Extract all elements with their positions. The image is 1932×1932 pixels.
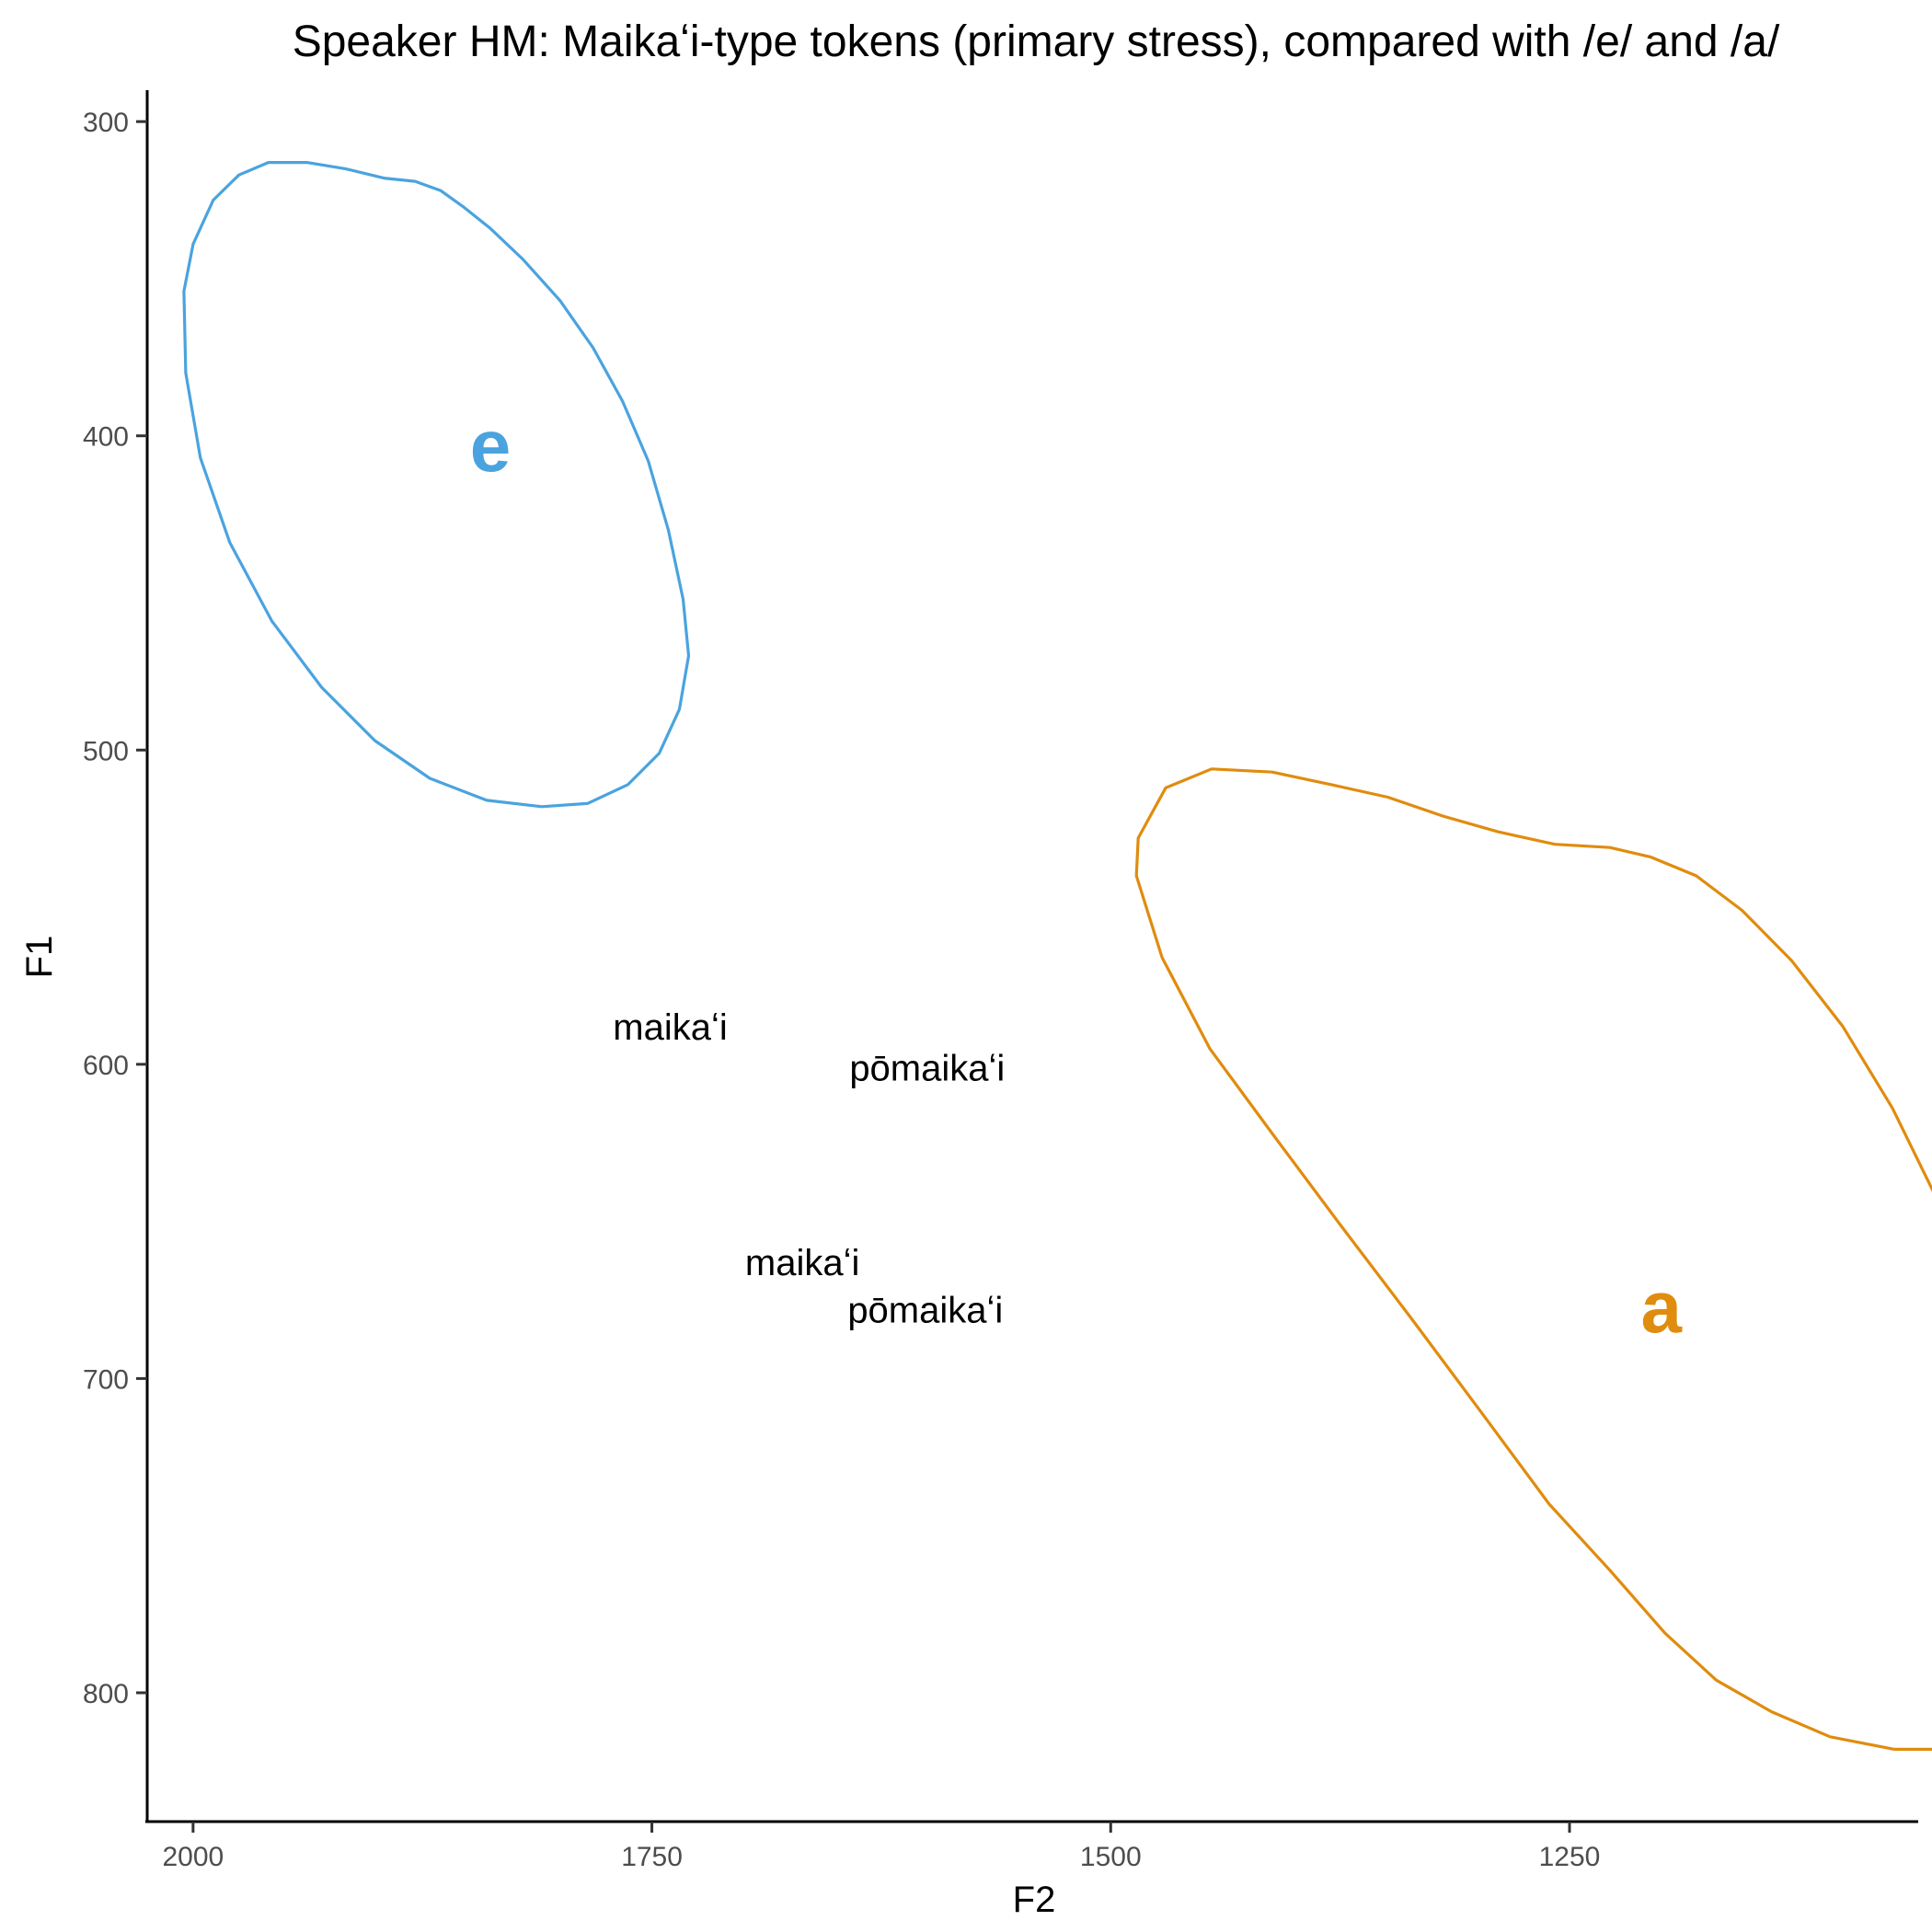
- y-tick-label: 500: [83, 736, 129, 766]
- vowel-label-a: a: [1640, 1266, 1682, 1348]
- x-tick-label: 1750: [621, 1842, 683, 1872]
- x-axis-ticks: 2000 1750 1500 1250: [162, 1822, 1600, 1872]
- vowel-label-e: e: [470, 405, 512, 487]
- y-tick-label: 800: [83, 1679, 129, 1709]
- token-label: maikaʻi: [745, 1243, 859, 1283]
- vowel-ellipse-a: [1134, 767, 1932, 1752]
- token-label: maikaʻi: [613, 1007, 727, 1048]
- x-tick-label: 1500: [1080, 1842, 1142, 1872]
- y-tick-label: 300: [83, 108, 129, 138]
- x-axis-title: F2: [1013, 1880, 1056, 1920]
- x-tick-label: 1250: [1539, 1842, 1601, 1872]
- y-tick-label: 700: [83, 1364, 129, 1395]
- y-tick-label: 400: [83, 422, 129, 453]
- token-label: pōmaikaʻi: [847, 1290, 1003, 1330]
- plot-area: e a maikaʻi pōmaikaʻi maikaʻi pōmaikaʻi: [182, 161, 1932, 1752]
- y-axis-title: F1: [19, 936, 60, 979]
- vowel-ellipse-e: [182, 161, 691, 809]
- y-axis-ticks: 300 400 500 600 700 800: [83, 108, 147, 1709]
- token-label: pōmaikaʻi: [849, 1048, 1005, 1088]
- x-tick-label: 2000: [162, 1842, 224, 1872]
- y-tick-label: 600: [83, 1051, 129, 1081]
- chart-title: Speaker HM: Maikaʻi-type tokens (primary…: [293, 17, 1780, 66]
